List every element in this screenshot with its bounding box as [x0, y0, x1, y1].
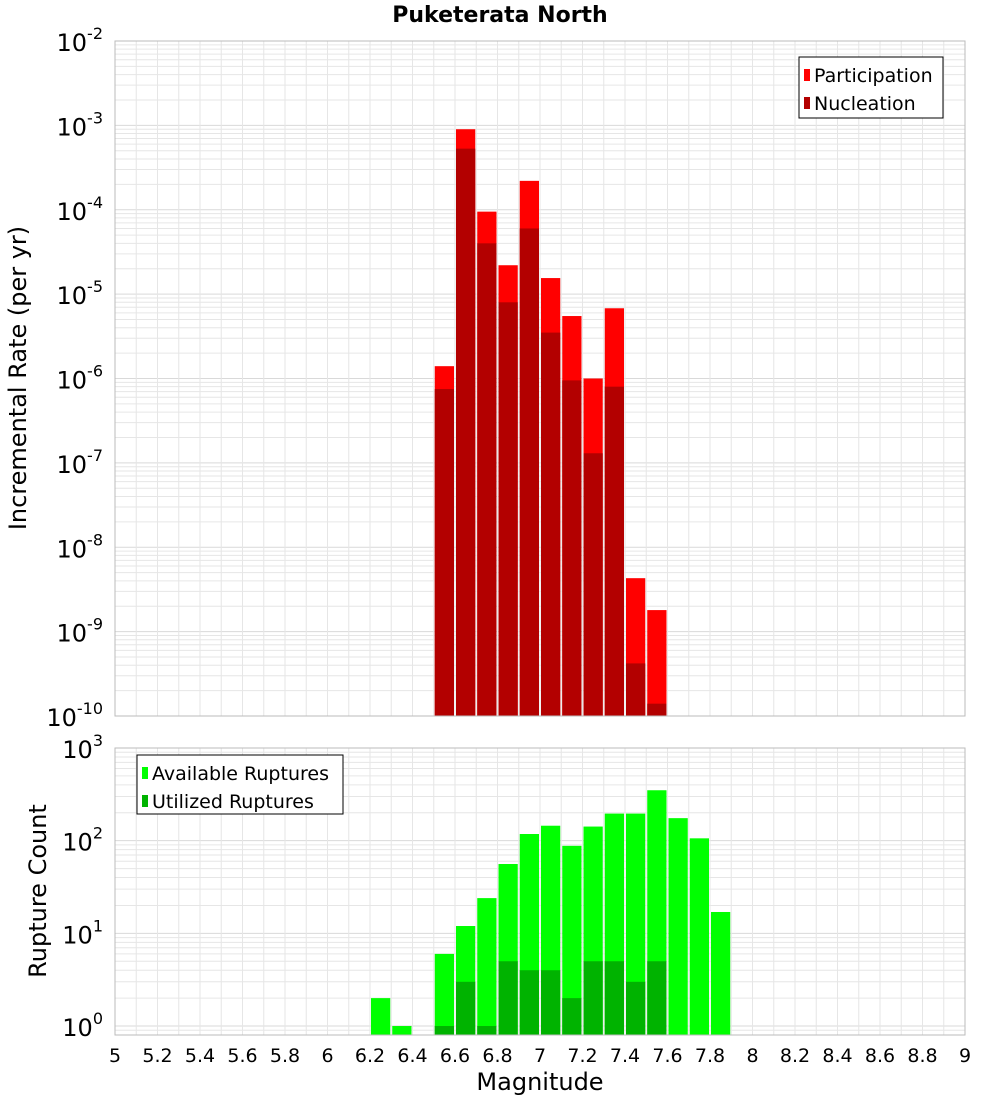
count-y-tick-label: 102	[62, 824, 103, 857]
x-tick-label: 7.6	[652, 1045, 682, 1067]
rate-plot-frame	[114, 40, 966, 717]
x-tick-label: 7.2	[567, 1045, 597, 1067]
rate-gridlines	[114, 41, 966, 717]
rate-y-tick-label: 10-7	[57, 446, 104, 479]
rate-bar-nucleation	[541, 332, 561, 716]
count-bar-available	[371, 998, 391, 1035]
count-bar-utilized	[434, 1026, 454, 1035]
rate-legend-label: Participation	[814, 65, 933, 87]
count-y-tick-label: 103	[62, 731, 103, 764]
rate-bar-nucleation	[456, 148, 476, 716]
count-y-tick-label: 101	[62, 916, 103, 949]
top-y-axis-label: Incremental Rate (per yr)	[4, 226, 32, 530]
count-bar-available	[477, 898, 497, 1035]
x-tick-label: 8	[746, 1045, 758, 1067]
count-bar-utilized	[604, 961, 624, 1035]
x-tick-label: 5.6	[227, 1045, 257, 1067]
count-bar-utilized	[647, 961, 667, 1035]
rate-y-tick-label: 10-3	[57, 108, 104, 141]
rate-bar-nucleation	[626, 663, 646, 716]
count-bar-utilized	[562, 998, 582, 1035]
rate-y-tick-label: 10-8	[57, 530, 104, 563]
rate-bar-nucleation	[604, 386, 624, 716]
count-bar-available	[689, 838, 709, 1035]
count-legend-label: Utilized Ruptures	[152, 791, 314, 813]
x-tick-label: 6	[321, 1045, 333, 1067]
count-bar-utilized	[626, 981, 646, 1035]
count-bar-utilized	[541, 970, 561, 1035]
chart-title: Puketerata North	[392, 3, 607, 28]
count-bar-available	[711, 911, 731, 1035]
bottom-y-axis-label: Rupture Count	[24, 804, 52, 978]
count-plot-frame	[114, 747, 966, 1036]
rate-y-tick-label: 10-2	[57, 24, 104, 57]
count-bar-available	[668, 818, 688, 1035]
count-bar-utilized	[583, 961, 603, 1035]
rate-bar-nucleation	[434, 389, 454, 716]
rate-bar-nucleation	[583, 453, 603, 716]
x-tick-label: 8.6	[865, 1045, 895, 1067]
x-tick-label: 5.8	[270, 1045, 300, 1067]
x-tick-label: 6.8	[482, 1045, 512, 1067]
rate-legend-label: Nucleation	[814, 93, 916, 115]
rate-y-tick-label: 10-5	[57, 277, 104, 310]
rate-y-tick-label: 10-10	[46, 699, 103, 732]
count-legend-swatch	[142, 767, 148, 779]
rate-bar-nucleation	[477, 243, 497, 717]
rate-bar-nucleation	[519, 228, 539, 716]
x-tick-label: 9	[959, 1045, 971, 1067]
count-bar-utilized	[519, 970, 539, 1035]
count-legend-box	[136, 754, 344, 815]
x-tick-label: 8.8	[907, 1045, 937, 1067]
count-legend-swatch	[142, 795, 148, 807]
count-bar-utilized	[456, 981, 476, 1035]
x-tick-label: 5.4	[185, 1045, 215, 1067]
rate-legend-swatch	[804, 97, 810, 109]
count-bar-available	[434, 953, 454, 1035]
rate-legend-box	[798, 56, 944, 119]
count-legend-label: Available Ruptures	[152, 763, 329, 785]
rate-y-tick-label: 10-6	[57, 362, 104, 395]
x-tick-label: 7.8	[695, 1045, 725, 1067]
x-tick-label: 6.2	[355, 1045, 385, 1067]
rate-bar-nucleation	[498, 302, 518, 716]
rate-bar-nucleation	[562, 380, 582, 716]
rate-legend-swatch	[804, 69, 810, 81]
count-y-tick-label: 100	[62, 1009, 103, 1042]
x-tick-label: 7.4	[610, 1045, 640, 1067]
count-bar-available	[562, 845, 582, 1035]
count-bar-utilized	[477, 1026, 497, 1035]
x-tick-label: 8.4	[822, 1045, 852, 1067]
x-tick-label: 8.2	[780, 1045, 810, 1067]
count-bar-utilized	[498, 961, 518, 1035]
rate-y-tick-label: 10-9	[57, 615, 104, 648]
x-tick-label: 6.6	[440, 1045, 470, 1067]
x-axis-label: Magnitude	[476, 1068, 603, 1096]
rate-y-tick-label: 10-4	[57, 193, 104, 226]
rate-bar-nucleation	[647, 703, 667, 716]
x-tick-label: 5	[109, 1045, 121, 1067]
x-tick-label: 5.2	[142, 1045, 172, 1067]
x-tick-label: 7	[534, 1045, 546, 1067]
rate-bar-participation	[647, 610, 667, 716]
count-bar-available	[626, 813, 646, 1035]
x-tick-label: 6.4	[397, 1045, 427, 1067]
count-bar-available	[392, 1026, 412, 1035]
